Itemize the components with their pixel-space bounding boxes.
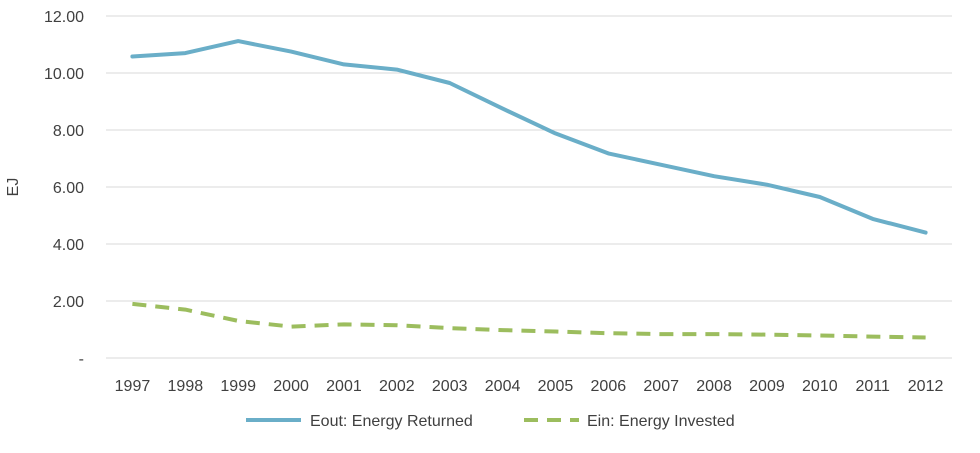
x-tick-label: 2000 [273, 378, 309, 395]
grid-lines [106, 16, 952, 358]
y-tick-label: 12.00 [44, 9, 84, 26]
x-tick-labels: 1997 1998 1999 2000 2001 2002 2003 2004 2005 2006… [115, 378, 944, 395]
series-line-energy-returned [132, 41, 925, 233]
y-tick-labels: - 2.00 4.00 6.00 8.00 10.00 12.00 [44, 9, 84, 368]
y-tick-label: 8.00 [53, 123, 84, 140]
series-lines [132, 41, 925, 338]
x-tick-label: 2012 [908, 378, 944, 395]
x-tick-label: 2003 [432, 378, 468, 395]
x-tick-label: 2011 [855, 378, 890, 395]
x-tick-label: 1999 [220, 378, 256, 395]
x-tick-label: 2002 [379, 378, 415, 395]
y-tick-label: - [79, 351, 84, 368]
y-axis-label: EJ [5, 178, 22, 197]
x-tick-label: 2006 [591, 378, 627, 395]
x-tick-label: 2004 [485, 378, 521, 395]
x-tick-label: 1998 [168, 378, 204, 395]
x-tick-label: 2010 [802, 378, 838, 395]
x-tick-label: 2005 [538, 378, 574, 395]
y-tick-label: 6.00 [53, 180, 84, 197]
x-tick-label: 2007 [643, 378, 679, 395]
legend-label: Eout: Energy Returned [310, 413, 473, 430]
legend-label: Ein: Energy Invested [587, 413, 735, 430]
y-tick-label: 10.00 [44, 66, 84, 83]
x-tick-label: 2001 [326, 378, 362, 395]
y-tick-label: 2.00 [53, 294, 84, 311]
x-tick-label: 2008 [696, 378, 732, 395]
series-line-energy-invested [132, 304, 925, 338]
y-tick-label: 4.00 [53, 237, 84, 254]
x-tick-label: 2009 [749, 378, 785, 395]
x-tick-label: 1997 [115, 378, 151, 395]
legend: Eout: Energy Returned Ein: Energy Investe… [246, 413, 735, 430]
